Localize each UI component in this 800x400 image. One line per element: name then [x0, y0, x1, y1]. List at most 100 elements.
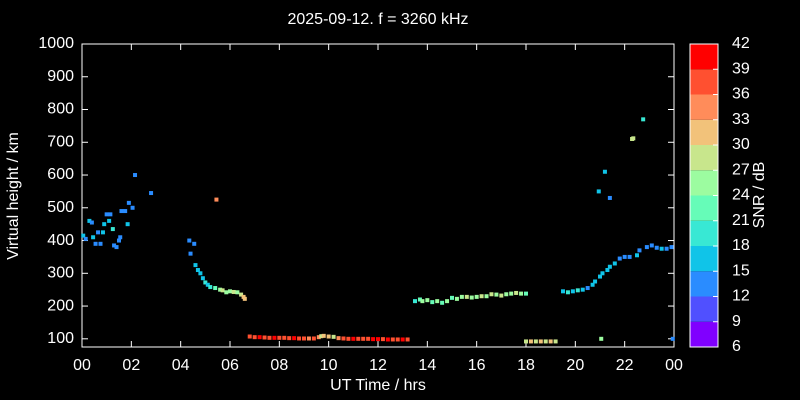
point [538, 339, 543, 344]
point [247, 334, 252, 339]
point [519, 291, 524, 296]
y-tick-label: 200 [47, 297, 74, 314]
point [356, 336, 361, 341]
point [351, 336, 356, 341]
x-tick-label: 04 [172, 357, 190, 374]
point [440, 300, 445, 305]
colorbar-bin [690, 271, 718, 297]
point [479, 294, 484, 299]
point [104, 212, 109, 217]
point [524, 291, 528, 296]
point [524, 339, 528, 344]
x-tick-label: 16 [468, 357, 486, 374]
y-tick-label: 1000 [38, 35, 74, 52]
point [474, 294, 479, 299]
y-tick-label: 800 [47, 101, 74, 118]
point [321, 333, 326, 338]
point [570, 289, 575, 294]
point [504, 292, 509, 297]
point [107, 218, 112, 223]
point [413, 299, 417, 304]
point [631, 136, 636, 141]
point [622, 254, 627, 259]
x-tick-label: 18 [517, 357, 535, 374]
plot-frame [81, 43, 675, 348]
point [114, 245, 119, 250]
point [565, 290, 570, 295]
y-tick-label: 600 [47, 166, 74, 183]
point [96, 230, 101, 235]
point [123, 209, 128, 214]
point [224, 290, 229, 295]
point [112, 243, 117, 248]
point [91, 235, 96, 240]
x-tick-label: 00 [73, 357, 91, 374]
point [484, 294, 489, 299]
point [627, 254, 632, 259]
point [239, 292, 244, 297]
point [602, 169, 607, 174]
point [543, 339, 548, 344]
point [635, 253, 639, 258]
point [361, 336, 366, 341]
point [203, 280, 208, 285]
point [302, 336, 306, 341]
point [612, 261, 617, 266]
point [282, 335, 287, 340]
point [385, 337, 390, 342]
point [287, 336, 292, 341]
point [528, 339, 533, 344]
point [83, 236, 88, 241]
point [198, 271, 203, 276]
point [231, 289, 236, 294]
y-axis-label: Virtual height / km [5, 132, 22, 260]
point [494, 292, 499, 297]
x-tick-label: 14 [418, 357, 436, 374]
point [654, 245, 659, 250]
colorbar-tick-label: 24 [732, 187, 750, 204]
x-axis-label: UT Time / hrs [330, 377, 426, 394]
colorbar-bin [690, 170, 718, 196]
point [664, 246, 669, 251]
point [380, 337, 385, 342]
point [188, 251, 193, 256]
point [262, 335, 267, 340]
colorbar-bin [690, 145, 718, 171]
point [420, 299, 425, 304]
point [213, 286, 218, 291]
x-tick-label: 02 [122, 357, 140, 374]
point [617, 256, 622, 261]
point [208, 285, 213, 290]
colorbar-tick-label: 30 [732, 136, 750, 153]
point [110, 227, 115, 232]
colorbar-bin [690, 94, 718, 120]
point [585, 286, 590, 291]
point [644, 245, 649, 250]
point [277, 335, 282, 340]
point [108, 212, 113, 217]
point [450, 295, 454, 300]
point [205, 282, 210, 287]
point [599, 336, 604, 341]
y-tick-label: 700 [47, 133, 74, 150]
point [319, 334, 324, 339]
point [228, 289, 232, 294]
point [533, 339, 538, 344]
colorbar-bin [690, 119, 718, 145]
point [593, 279, 598, 284]
chart-title: 2025-09-12. f = 3260 kHz [287, 11, 468, 28]
point [272, 335, 277, 340]
point [126, 200, 131, 205]
point [346, 336, 351, 341]
colorbar-tick-label: 15 [732, 262, 750, 279]
point [311, 336, 316, 341]
point [119, 209, 124, 214]
point [218, 287, 223, 292]
colorbar-tick-label: 27 [732, 161, 750, 178]
point [600, 271, 605, 276]
point [187, 238, 192, 243]
x-tick-label: 08 [270, 357, 288, 374]
point [641, 117, 646, 122]
point [93, 241, 98, 246]
